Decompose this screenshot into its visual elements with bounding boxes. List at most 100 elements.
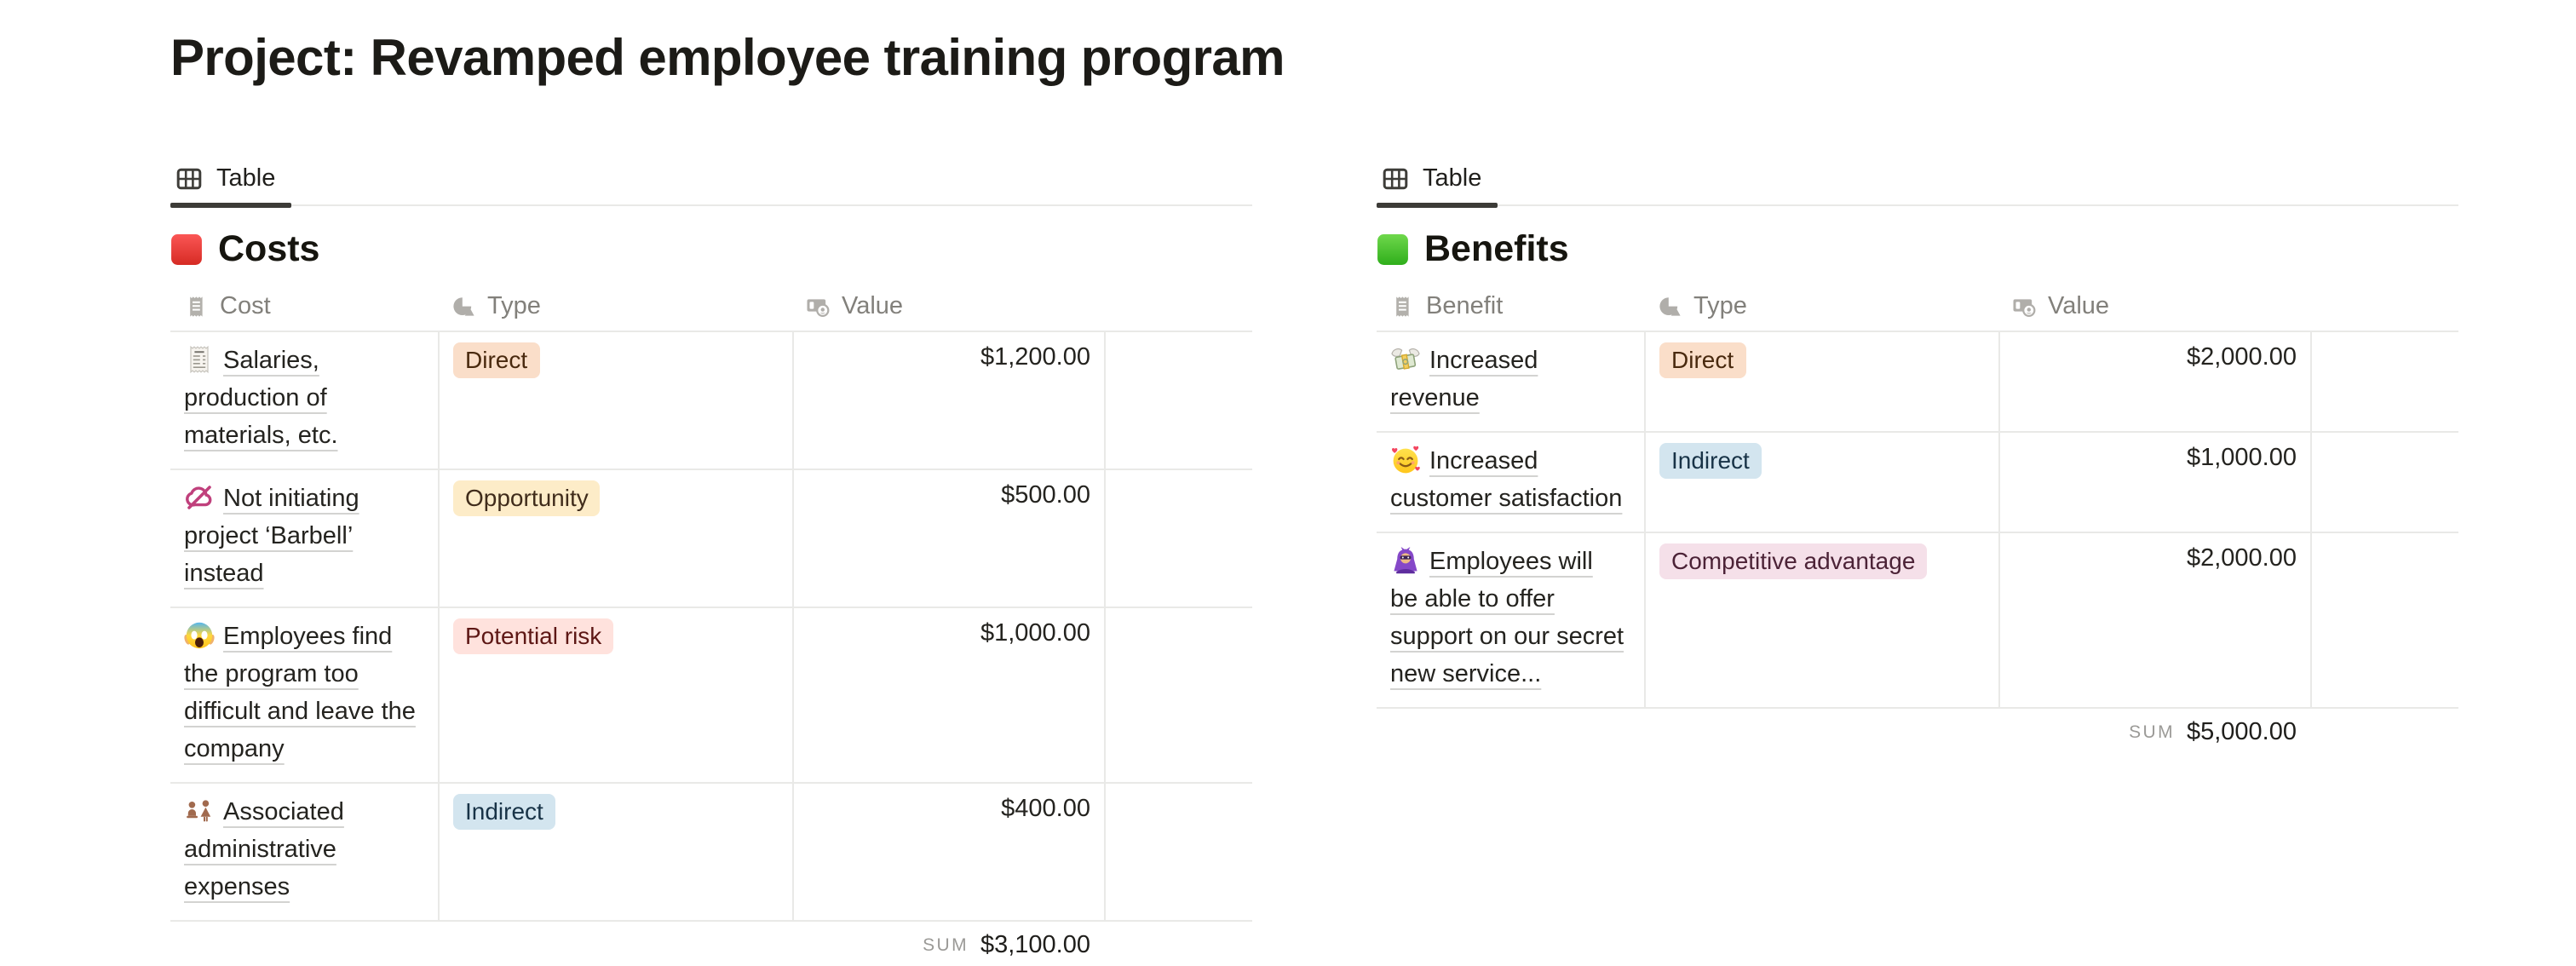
select-tag[interactable]: Opportunity — [453, 480, 601, 516]
row-title-text: Employees will be able to offer support … — [1390, 549, 1624, 688]
database-title-costs: Costs — [170, 228, 1252, 271]
type-cell[interactable]: Competitive advantage — [1644, 533, 1998, 707]
table-row: Salaries, production of materials, etc. D… — [170, 332, 1252, 470]
column-header-label: Type — [487, 293, 541, 320]
table-view-icon — [175, 164, 203, 192]
costs-table-section: Table Costs Cost Type Value Salaries, product… — [170, 150, 1252, 959]
value-cell[interactable]: $1,200.00 — [792, 332, 1104, 469]
type-cell[interactable]: Direct — [1644, 332, 1998, 431]
empty-cell[interactable] — [2310, 533, 2458, 707]
page-title[interactable]: Project: Revamped employee training prog… — [170, 31, 1285, 87]
table-row: Employees will be able to offer support … — [1377, 533, 2458, 709]
value-cell[interactable]: $1,000.00 — [1998, 433, 2310, 532]
row-title-text: Not initiating project ‘Barbell’ instead — [184, 486, 359, 588]
title-cell[interactable]: Associated administrative expenses — [170, 784, 438, 920]
row-title-text: Increased revenue — [1390, 348, 1538, 412]
value-cell[interactable]: $2,000.00 — [1998, 533, 2310, 707]
row-title-text: Employees find the program too difficult… — [184, 624, 416, 763]
currency-property-icon — [2012, 295, 2036, 319]
select-tag[interactable]: Potential risk — [453, 618, 614, 654]
database-title-text[interactable]: Benefits — [1424, 228, 1569, 269]
type-cell[interactable]: Direct — [438, 332, 792, 469]
receipt-emoji — [184, 343, 215, 374]
table-row: Not initiating project ‘Barbell’ instead… — [170, 470, 1252, 608]
red-square-emoji — [170, 233, 203, 266]
value-cell[interactable]: $2,000.00 — [1998, 332, 2310, 431]
empty-cell[interactable] — [1104, 470, 1252, 607]
sum-label: SUM — [2129, 722, 2175, 743]
type-cell[interactable]: Indirect — [438, 784, 792, 920]
column-header-label: Value — [2048, 293, 2110, 320]
type-cell[interactable]: Potential risk — [438, 608, 792, 782]
empty-cell[interactable] — [1104, 332, 1252, 469]
green-square-emoji — [1377, 233, 1409, 266]
title-property-icon — [1390, 295, 1414, 319]
smiling-face-with-hearts-emoji — [1390, 444, 1421, 474]
select-property-icon — [1658, 295, 1682, 319]
select-tag[interactable]: Direct — [1659, 342, 1746, 378]
sum-value: $3,100.00 — [980, 932, 1090, 959]
column-header-row: Cost Type Value — [170, 283, 1252, 332]
title-cell[interactable]: Employees will be able to offer support … — [1377, 533, 1644, 707]
view-tabs-bar: Table — [1377, 150, 2458, 208]
tab-table-view[interactable]: Table — [1377, 150, 1497, 208]
title-cell[interactable]: Not initiating project ‘Barbell’ instead — [170, 470, 438, 607]
column-header-label: Value — [842, 293, 904, 320]
money-with-wings-emoji — [1390, 343, 1421, 374]
empty-cell[interactable] — [2310, 433, 2458, 532]
table-row: Associated administrative expenses Indire… — [170, 784, 1252, 922]
row-title-text: Associated administrative expenses — [184, 799, 344, 901]
value-cell[interactable]: $400.00 — [792, 784, 1104, 920]
empty-cell[interactable] — [1104, 608, 1252, 782]
database-title-benefits: Benefits — [1377, 228, 2458, 271]
sum-row[interactable]: SUM $5,000.00 — [1377, 719, 2310, 746]
column-header-label: Type — [1693, 293, 1747, 320]
empty-cell[interactable] — [1104, 784, 1252, 920]
database-title-text[interactable]: Costs — [218, 228, 320, 269]
table-row: Employees find the program too difficult… — [170, 608, 1252, 784]
table-row: Increased revenue Direct $2,000.00 — [1377, 332, 2458, 433]
column-header-value[interactable]: Value — [792, 293, 1104, 320]
row-title-text: Increased customer satisfaction — [1390, 448, 1623, 513]
table-view-icon — [1382, 164, 1409, 192]
empty-cell[interactable] — [2310, 332, 2458, 431]
tab-table-view[interactable]: Table — [170, 150, 290, 208]
column-header-label: Benefit — [1426, 293, 1504, 320]
column-header-type[interactable]: Type — [1644, 293, 1998, 320]
row-title-text: Salaries, production of materials, etc. — [184, 348, 338, 450]
column-header-row: Benefit Type Value — [1377, 283, 2458, 332]
benefits-table-section: Table Benefits Benefit Type Value Increased r… — [1377, 150, 2458, 746]
column-header-benefit[interactable]: Benefit — [1377, 293, 1644, 320]
type-cell[interactable]: Opportunity — [438, 470, 792, 607]
supervillain-emoji — [1390, 544, 1421, 575]
select-tag[interactable]: Direct — [453, 342, 540, 378]
title-cell[interactable]: Increased customer satisfaction — [1377, 433, 1644, 532]
no-cloud-icon — [184, 481, 215, 512]
currency-property-icon — [806, 295, 830, 319]
select-tag[interactable]: Indirect — [1659, 443, 1762, 479]
table-row: Increased customer satisfaction Indirect $… — [1377, 433, 2458, 533]
title-cell[interactable]: Salaries, production of materials, etc. — [170, 332, 438, 469]
tab-label: Table — [216, 164, 276, 192]
column-header-type[interactable]: Type — [438, 293, 792, 320]
sum-label: SUM — [923, 935, 969, 956]
value-cell[interactable]: $1,000.00 — [792, 608, 1104, 782]
people-admin-icon — [184, 795, 215, 825]
column-header-cost[interactable]: Cost — [170, 293, 438, 320]
title-cell[interactable]: Employees find the program too difficult… — [170, 608, 438, 782]
value-cell[interactable]: $500.00 — [792, 470, 1104, 607]
title-cell[interactable]: Increased revenue — [1377, 332, 1644, 431]
select-tag[interactable]: Indirect — [453, 794, 555, 830]
column-header-value[interactable]: Value — [1998, 293, 2310, 320]
column-header-label: Cost — [220, 293, 271, 320]
scream-emoji — [184, 619, 215, 650]
select-tag[interactable]: Competitive advantage — [1659, 543, 1928, 579]
title-property-icon — [184, 295, 208, 319]
view-tabs-bar: Table — [170, 150, 1252, 208]
select-property-icon — [451, 295, 475, 319]
type-cell[interactable]: Indirect — [1644, 433, 1998, 532]
tab-label: Table — [1423, 164, 1482, 192]
sum-row[interactable]: SUM $3,100.00 — [170, 932, 1104, 959]
sum-value: $5,000.00 — [2186, 719, 2297, 746]
